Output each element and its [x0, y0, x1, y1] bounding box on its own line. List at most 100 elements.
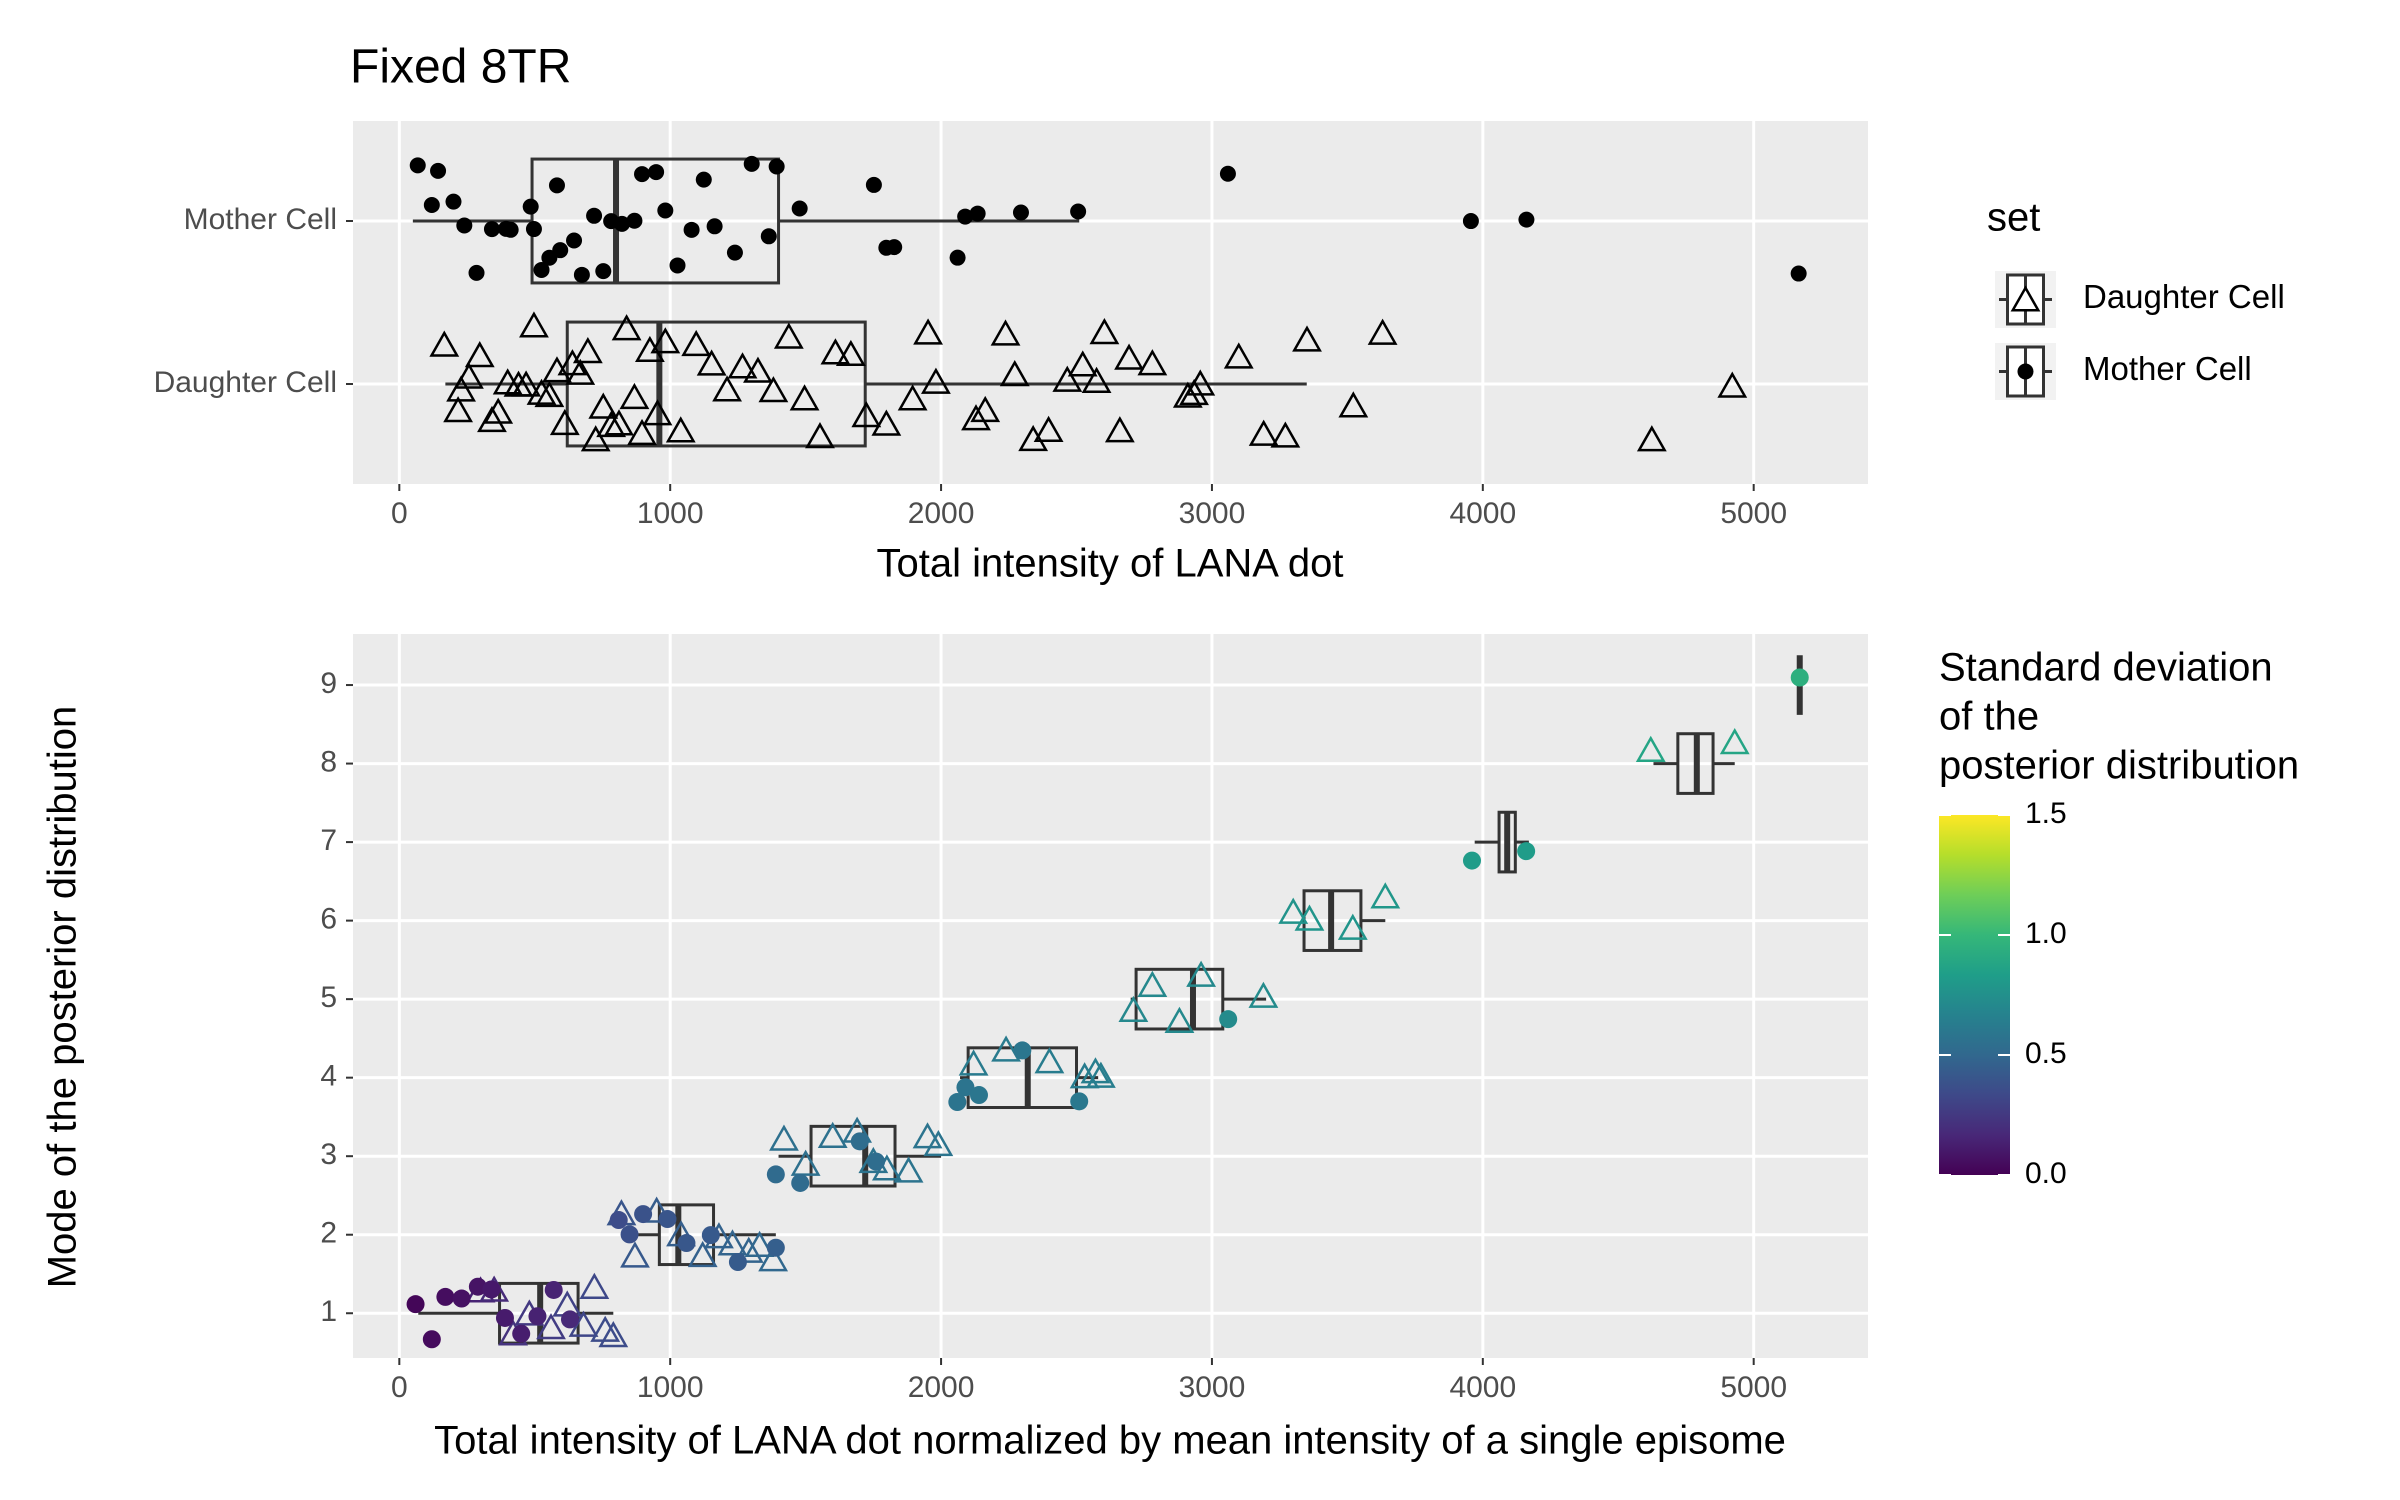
point: [687, 1240, 718, 1268]
point: [1104, 416, 1135, 443]
point: [1790, 265, 1807, 282]
legend-title: of the: [1939, 695, 2039, 739]
x-tick-label: 4000: [1449, 497, 1516, 530]
point: [1081, 366, 1112, 393]
point: [648, 164, 665, 181]
point: [1085, 1061, 1116, 1088]
point: [549, 408, 580, 436]
point: [1294, 904, 1325, 931]
point: [701, 1226, 720, 1245]
point: [525, 221, 542, 238]
point: [726, 244, 743, 261]
point: [949, 249, 966, 266]
colorbar-label: 1.0: [2025, 917, 2067, 950]
point: [598, 1320, 629, 1348]
point: [850, 1132, 869, 1151]
point: [611, 314, 642, 341]
point: [1517, 842, 1536, 861]
x-tick-label: 5000: [1720, 1371, 1787, 1404]
y-axis-title: Mode of the posterior distribution: [41, 706, 85, 1289]
point: [1013, 1041, 1032, 1060]
point: [728, 1253, 747, 1272]
point: [613, 215, 630, 232]
point: [712, 375, 742, 402]
point: [573, 266, 590, 283]
point: [1635, 735, 1666, 762]
point: [642, 399, 673, 426]
point: [727, 352, 758, 379]
point: [446, 375, 476, 402]
point: [790, 1149, 821, 1176]
point: [773, 322, 804, 349]
point: [626, 212, 643, 229]
point: [791, 200, 808, 217]
point: [669, 257, 686, 274]
y-tick-label: 9: [320, 667, 337, 700]
point: [634, 335, 665, 363]
point: [1337, 913, 1368, 940]
x-tick-label: 1000: [637, 1371, 704, 1404]
point: [422, 1330, 441, 1349]
point: [452, 1289, 471, 1308]
panel: [353, 121, 1868, 484]
legend-label: Daughter Cell: [2083, 278, 2285, 315]
point: [969, 1086, 988, 1105]
point: [897, 384, 928, 411]
point: [572, 336, 603, 364]
point: [586, 207, 603, 224]
point: [1270, 421, 1301, 448]
point: [1018, 424, 1049, 452]
point: [512, 1324, 531, 1343]
point: [1338, 391, 1369, 418]
point: [1367, 318, 1398, 345]
point: [528, 1307, 547, 1326]
point: [948, 1093, 967, 1112]
point: [696, 349, 727, 376]
point: [620, 1241, 650, 1268]
legend-title: set: [1987, 196, 2040, 240]
point: [443, 396, 474, 423]
point: [595, 263, 612, 280]
point: [454, 362, 484, 389]
point: [580, 425, 611, 452]
point: [1033, 415, 1064, 443]
point: [1219, 1010, 1238, 1029]
y-tick-label: 5: [320, 981, 337, 1014]
point: [744, 1230, 775, 1257]
colorbar-label: 1.5: [2025, 797, 2067, 830]
point: [548, 177, 565, 194]
point: [760, 228, 777, 245]
colorbar-label: 0.0: [2025, 1157, 2067, 1190]
panel: [353, 634, 1868, 1358]
point: [1012, 204, 1029, 221]
point: [596, 410, 627, 438]
point: [990, 319, 1021, 346]
box: [1134, 967, 1225, 1031]
point: [1137, 349, 1168, 376]
y-tick-label: 4: [320, 1060, 337, 1093]
point: [867, 1152, 886, 1171]
point: [706, 218, 723, 235]
point: [1790, 668, 1809, 687]
point: [456, 217, 473, 234]
point: [970, 395, 1001, 423]
point: [423, 197, 440, 214]
point: [468, 1277, 487, 1296]
point: [1370, 882, 1401, 909]
point: [1462, 213, 1479, 230]
box: [530, 157, 781, 285]
point: [913, 318, 943, 345]
legend-symbol: [2010, 285, 2041, 312]
point: [464, 341, 495, 368]
point: [871, 409, 902, 436]
point: [1070, 1092, 1089, 1111]
point: [533, 261, 550, 278]
legend-title: posterior distribution: [1939, 744, 2299, 788]
x-tick-label: 5000: [1720, 497, 1787, 530]
point: [634, 166, 651, 183]
y-tick-label: 2: [320, 1217, 337, 1250]
y-tick-label: 6: [320, 903, 337, 936]
point: [1223, 342, 1254, 369]
